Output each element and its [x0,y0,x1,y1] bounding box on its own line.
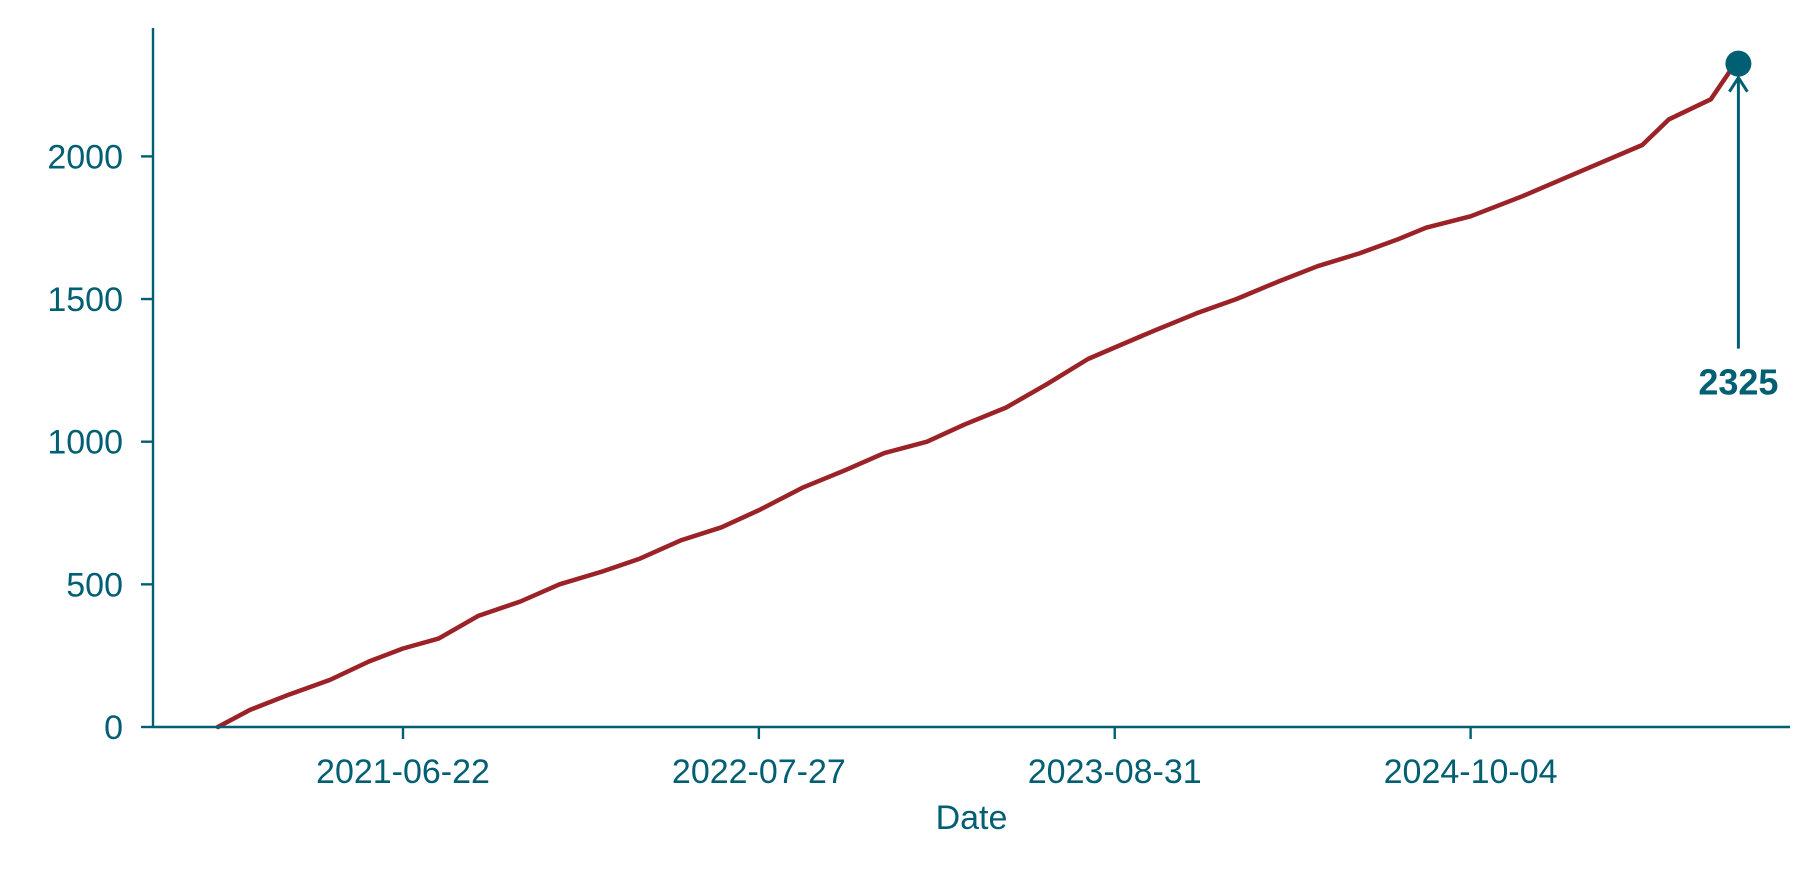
y-tick-label: 1000 [47,424,123,462]
y-tick-label: 1500 [47,281,123,319]
x-axis: 2021-06-22 2022-07-27 2023-08-31 2024-10-04 [153,725,1790,791]
y-tick-label: 500 [66,566,123,604]
x-tick-label: 2022-07-27 [672,753,846,791]
annotation: 2325 [1698,50,1778,403]
x-tick-label: 2024-10-04 [1384,753,1558,791]
y-tick-label: 0 [104,709,123,747]
series-line-0 [215,65,1735,730]
annotation-label: 2325 [1698,362,1778,403]
endpoint-marker [1725,50,1752,77]
plot-area [215,65,1735,730]
y-tick-label: 2000 [47,138,123,176]
annotation-arrow-head [1728,74,1749,93]
x-tick-label: 2023-08-31 [1028,753,1202,791]
x-tick-label: 2021-06-22 [316,753,490,791]
y-axis: 0 500 1000 1500 2000 [47,28,155,747]
x-axis-title: Date [936,799,1008,837]
